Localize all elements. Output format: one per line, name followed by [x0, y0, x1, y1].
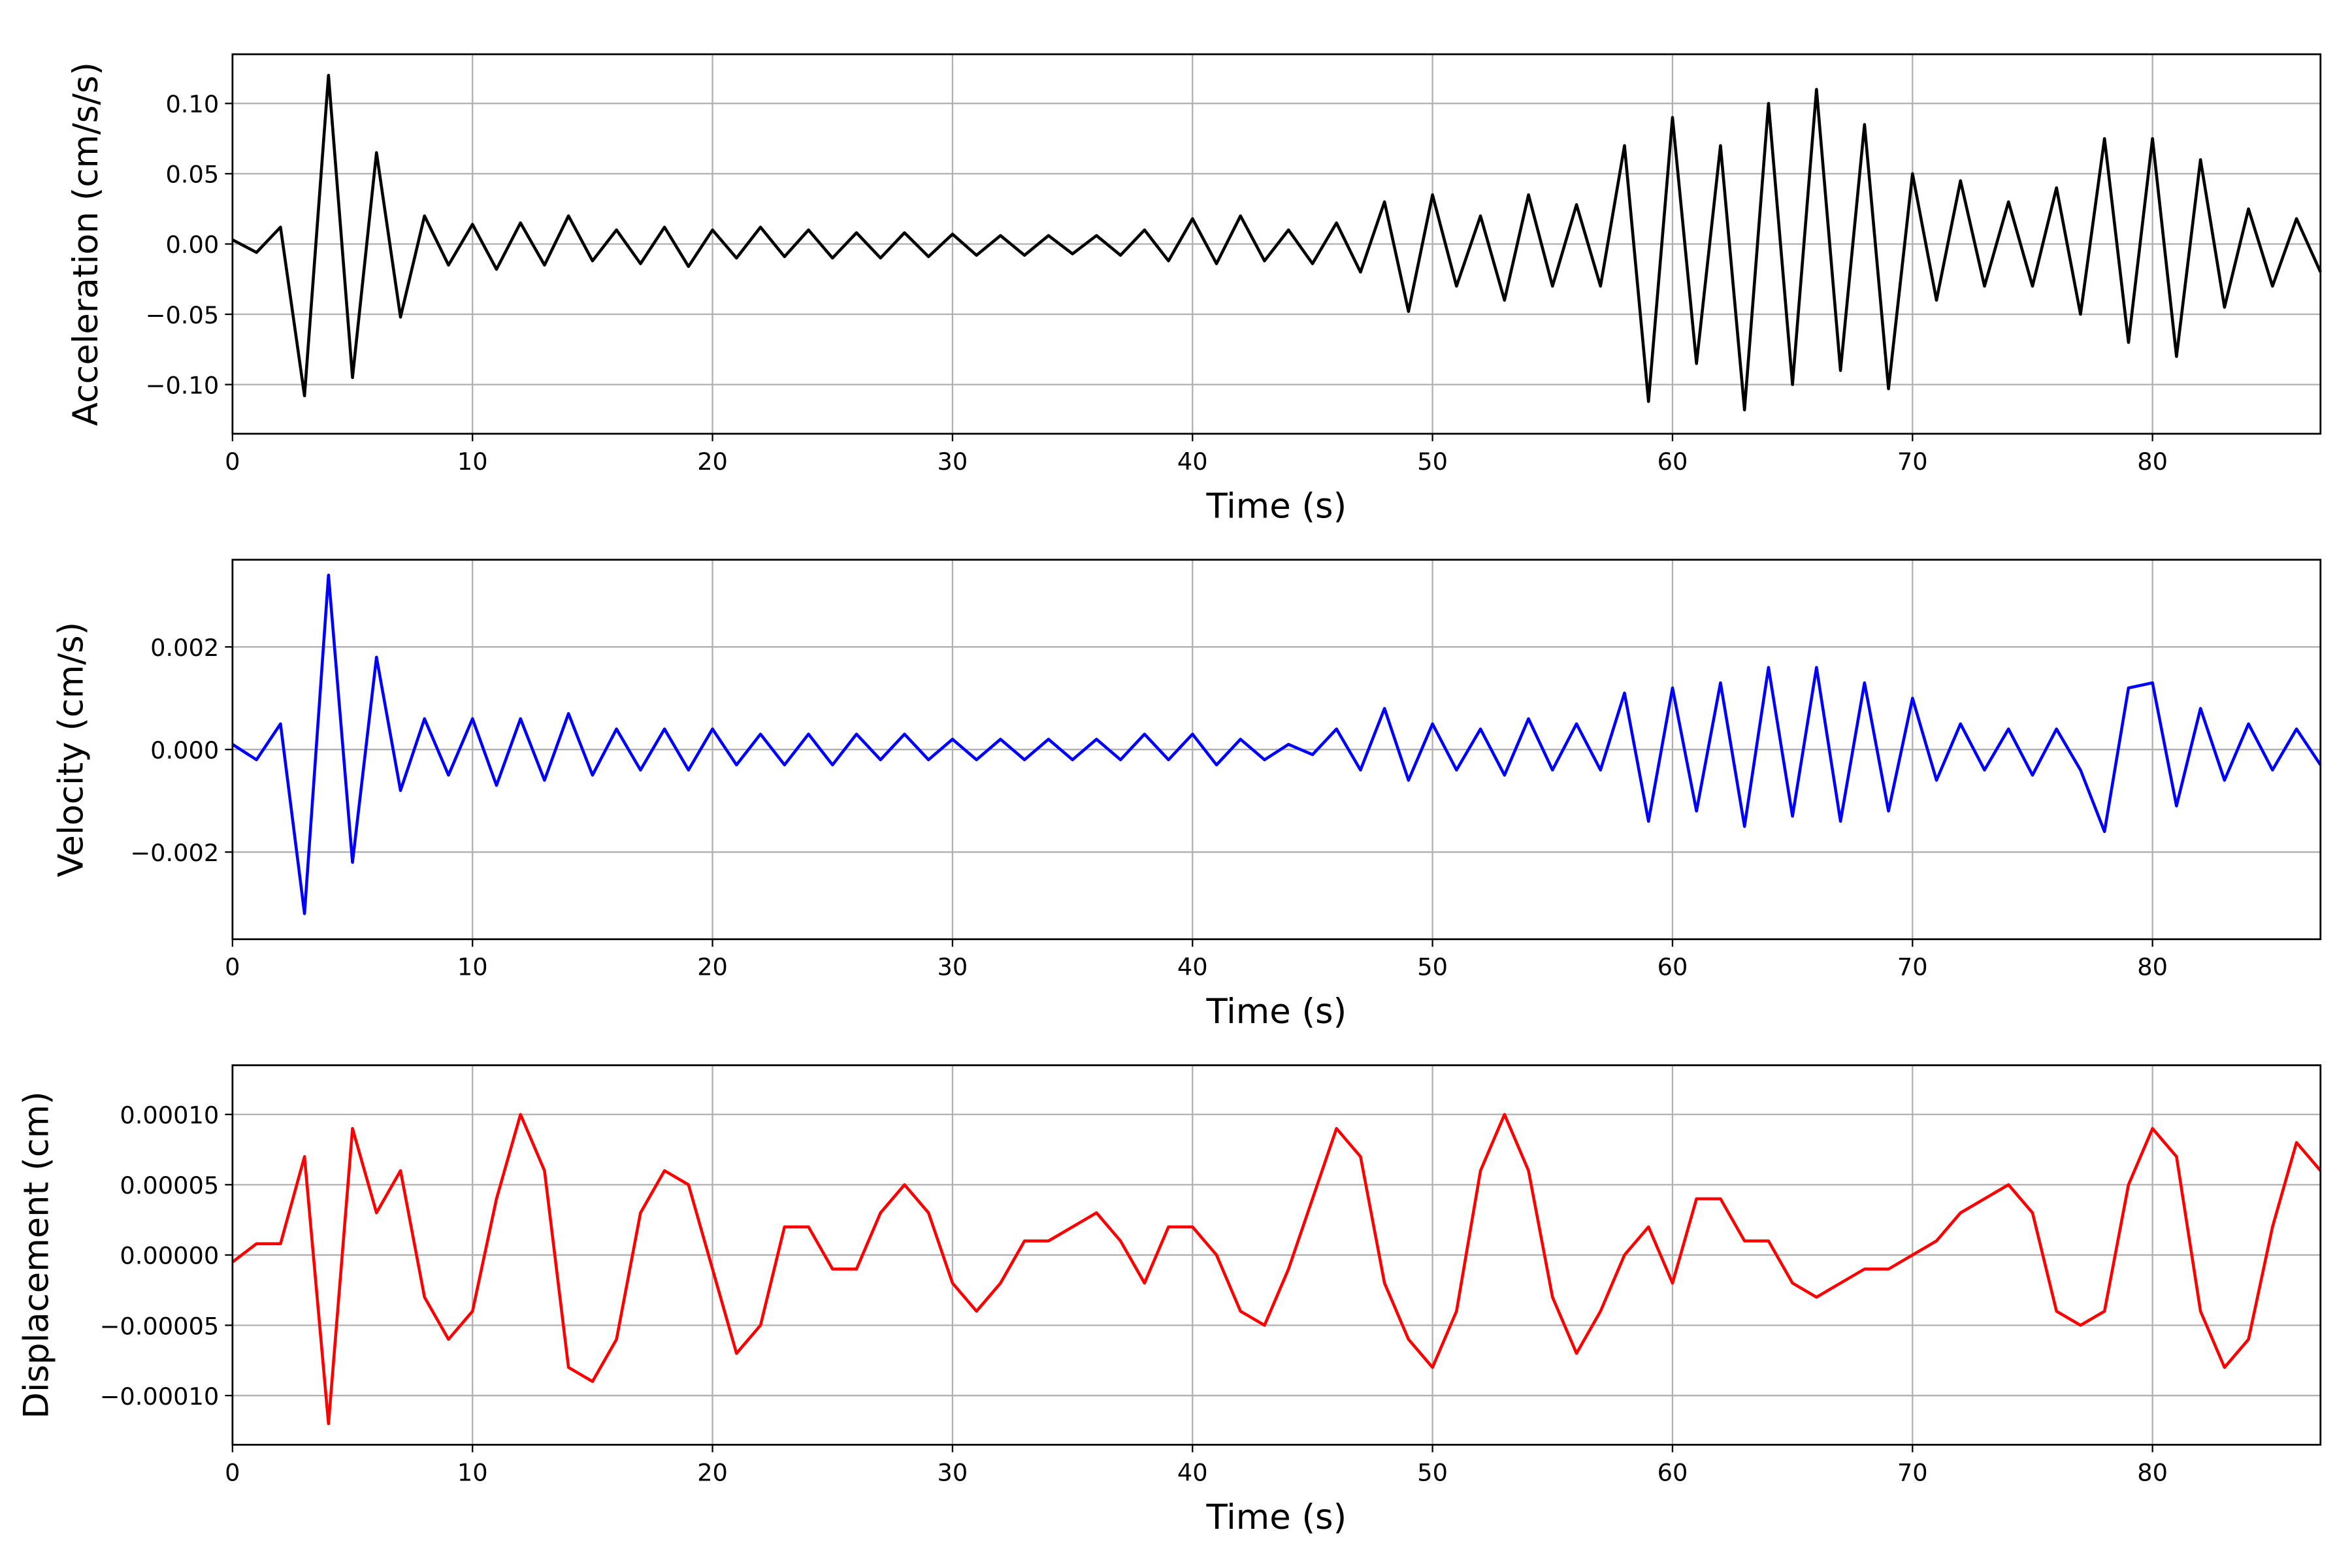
y-tick-label: 0.00: [165, 231, 219, 259]
y-tick-label: 0.00005: [120, 1171, 219, 1200]
x-tick-label: 20: [697, 448, 728, 476]
x-tick-label: 10: [457, 1458, 488, 1486]
x-tick-label: 60: [1658, 448, 1688, 476]
x-tick-label: 0: [225, 1458, 240, 1486]
x-tick-label: 60: [1658, 953, 1688, 981]
y-axis-label: Displacement (cm): [16, 1091, 56, 1418]
x-tick-label: 20: [697, 1458, 728, 1486]
x-tick-label: 40: [1177, 1458, 1208, 1486]
plot-frame: [231, 559, 2322, 941]
y-tick-label: −0.05: [146, 301, 220, 329]
data-line: [231, 574, 2322, 915]
y-tick-label: −0.00005: [100, 1312, 220, 1340]
x-tick-label: 40: [1177, 448, 1208, 476]
x-tick-label: 70: [1897, 953, 1928, 981]
y-tick-label: 0.002: [150, 634, 219, 662]
y-axis-label: Velocity (cm/s): [51, 622, 91, 877]
x-tick-label: 30: [938, 1458, 968, 1486]
y-tick-label: 0.00010: [120, 1102, 219, 1130]
y-tick-label: 0.000: [150, 736, 219, 764]
x-tick-label: 70: [1897, 1458, 1928, 1486]
x-tick-label: 30: [938, 448, 968, 476]
x-axis-label: Time (s): [1205, 992, 1347, 1032]
x-tick-label: 30: [938, 953, 968, 981]
x-tick-label: 10: [457, 953, 488, 981]
x-tick-label: 40: [1177, 953, 1208, 981]
y-tick-label: −0.10: [146, 371, 220, 399]
x-tick-label: 80: [2137, 448, 2168, 476]
x-tick-label: 10: [457, 448, 488, 476]
x-tick-label: 80: [2137, 953, 2168, 981]
x-tick-label: 0: [225, 448, 240, 476]
data-line: [231, 74, 2322, 412]
plot-frame: [231, 1064, 2322, 1446]
x-axis-label: Time (s): [1205, 1497, 1347, 1537]
x-tick-label: 0: [225, 953, 240, 981]
x-tick-label: 60: [1658, 1458, 1688, 1486]
x-tick-label: 50: [1417, 1458, 1448, 1486]
data-line: [231, 1113, 2322, 1426]
y-axis-label: Acceleration (cm/s/s): [66, 62, 106, 426]
x-tick-label: 80: [2137, 1458, 2168, 1486]
x-axis-label: Time (s): [1205, 486, 1347, 526]
plot-frame: [231, 53, 2322, 435]
y-tick-label: 0.05: [165, 161, 219, 189]
y-tick-label: 0.10: [165, 90, 219, 118]
x-tick-label: 50: [1417, 448, 1448, 476]
y-tick-label: −0.002: [130, 839, 219, 867]
x-tick-label: 20: [697, 953, 728, 981]
x-tick-label: 50: [1417, 953, 1448, 981]
y-tick-label: −0.00010: [100, 1382, 220, 1411]
x-tick-label: 70: [1897, 448, 1928, 476]
y-tick-label: 0.00000: [120, 1242, 219, 1270]
